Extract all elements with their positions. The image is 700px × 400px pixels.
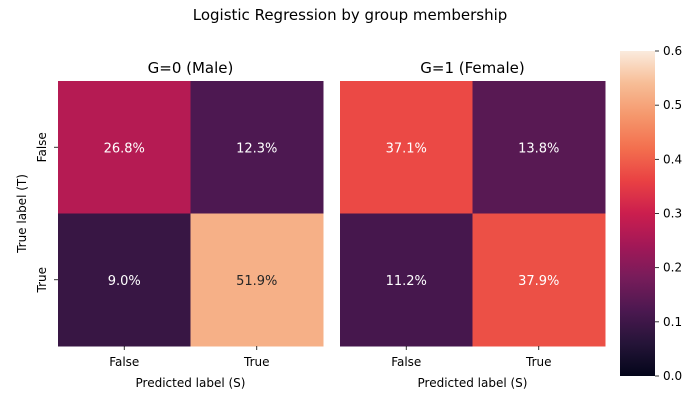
- colorbar-tick-label-1: 0.1: [663, 315, 682, 329]
- colorbar-tick-label-0: 0.0: [663, 369, 682, 383]
- x-tick-label-0-0: False: [109, 355, 139, 369]
- cell-label-1-0-0: 37.1%: [386, 141, 427, 156]
- colorbar-tick-label-5: 0.5: [663, 98, 682, 112]
- colorbar-tick-label-4: 0.4: [663, 152, 682, 166]
- heatmap-cell-1-0-1: [472, 81, 606, 214]
- heatmap-cell-0-0-0: [58, 81, 191, 214]
- heatmap-cell-0-0-1: [190, 81, 324, 214]
- y-axis-label-0: True label (T): [15, 174, 29, 254]
- x-tick-label-1-1: True: [525, 355, 552, 369]
- heatmap-cell-1-0-0: [340, 81, 473, 214]
- heatmap-panels: 26.8% 12.3% 9.0% 51.9% G=0 (Male) False True Pr…: [15, 59, 606, 390]
- cell-label-0-1-1: 51.9%: [236, 274, 277, 289]
- x-axis-label-1: Predicted label (S): [418, 376, 528, 390]
- x-axis-label-0: Predicted label (S): [136, 376, 246, 390]
- cell-label-1-0-1: 13.8%: [518, 141, 559, 156]
- y-tick-label-0-0: False: [35, 132, 49, 162]
- colorbar-tick-label-3: 0.3: [663, 207, 682, 221]
- cell-label-0-0-1: 12.3%: [236, 141, 277, 156]
- subplot-title-0: G=0 (Male): [148, 59, 234, 77]
- colorbar-tick-label-6: 0.6: [663, 44, 682, 58]
- cell-label-0-1-0: 9.0%: [108, 274, 141, 289]
- cell-label-1-1-0: 11.2%: [386, 274, 427, 289]
- x-tick-label-0-1: True: [243, 355, 270, 369]
- heatmap-cell-0-1-1: [190, 213, 324, 347]
- heatmap-cell-1-1-1: [472, 213, 606, 347]
- heatmap-cell-0-1-0: [58, 213, 191, 347]
- colorbar-tick-label-2: 0.2: [663, 261, 682, 275]
- colorbar-gradient: [620, 51, 655, 376]
- colorbar: 0.0 0.1 0.2 0.3 0.4 0.5 0.6: [620, 44, 682, 383]
- cell-label-1-1-1: 37.9%: [518, 274, 559, 289]
- heatmap-panel-0: 26.8% 12.3% 9.0% 51.9% G=0 (Male) False True Pr…: [15, 59, 324, 390]
- heatmap-cell-1-1-0: [340, 213, 473, 347]
- subplot-title-1: G=1 (Female): [420, 59, 524, 77]
- y-tick-label-0-1: True: [35, 267, 49, 294]
- x-tick-label-1-0: False: [391, 355, 421, 369]
- cell-label-0-0-0: 26.8%: [104, 141, 145, 156]
- figure-title: Logistic Regression by group membership: [193, 6, 508, 24]
- heatmap-panel-1: 37.1% 13.8% 11.2% 37.9% G=1 (Female) False Tru…: [340, 59, 606, 390]
